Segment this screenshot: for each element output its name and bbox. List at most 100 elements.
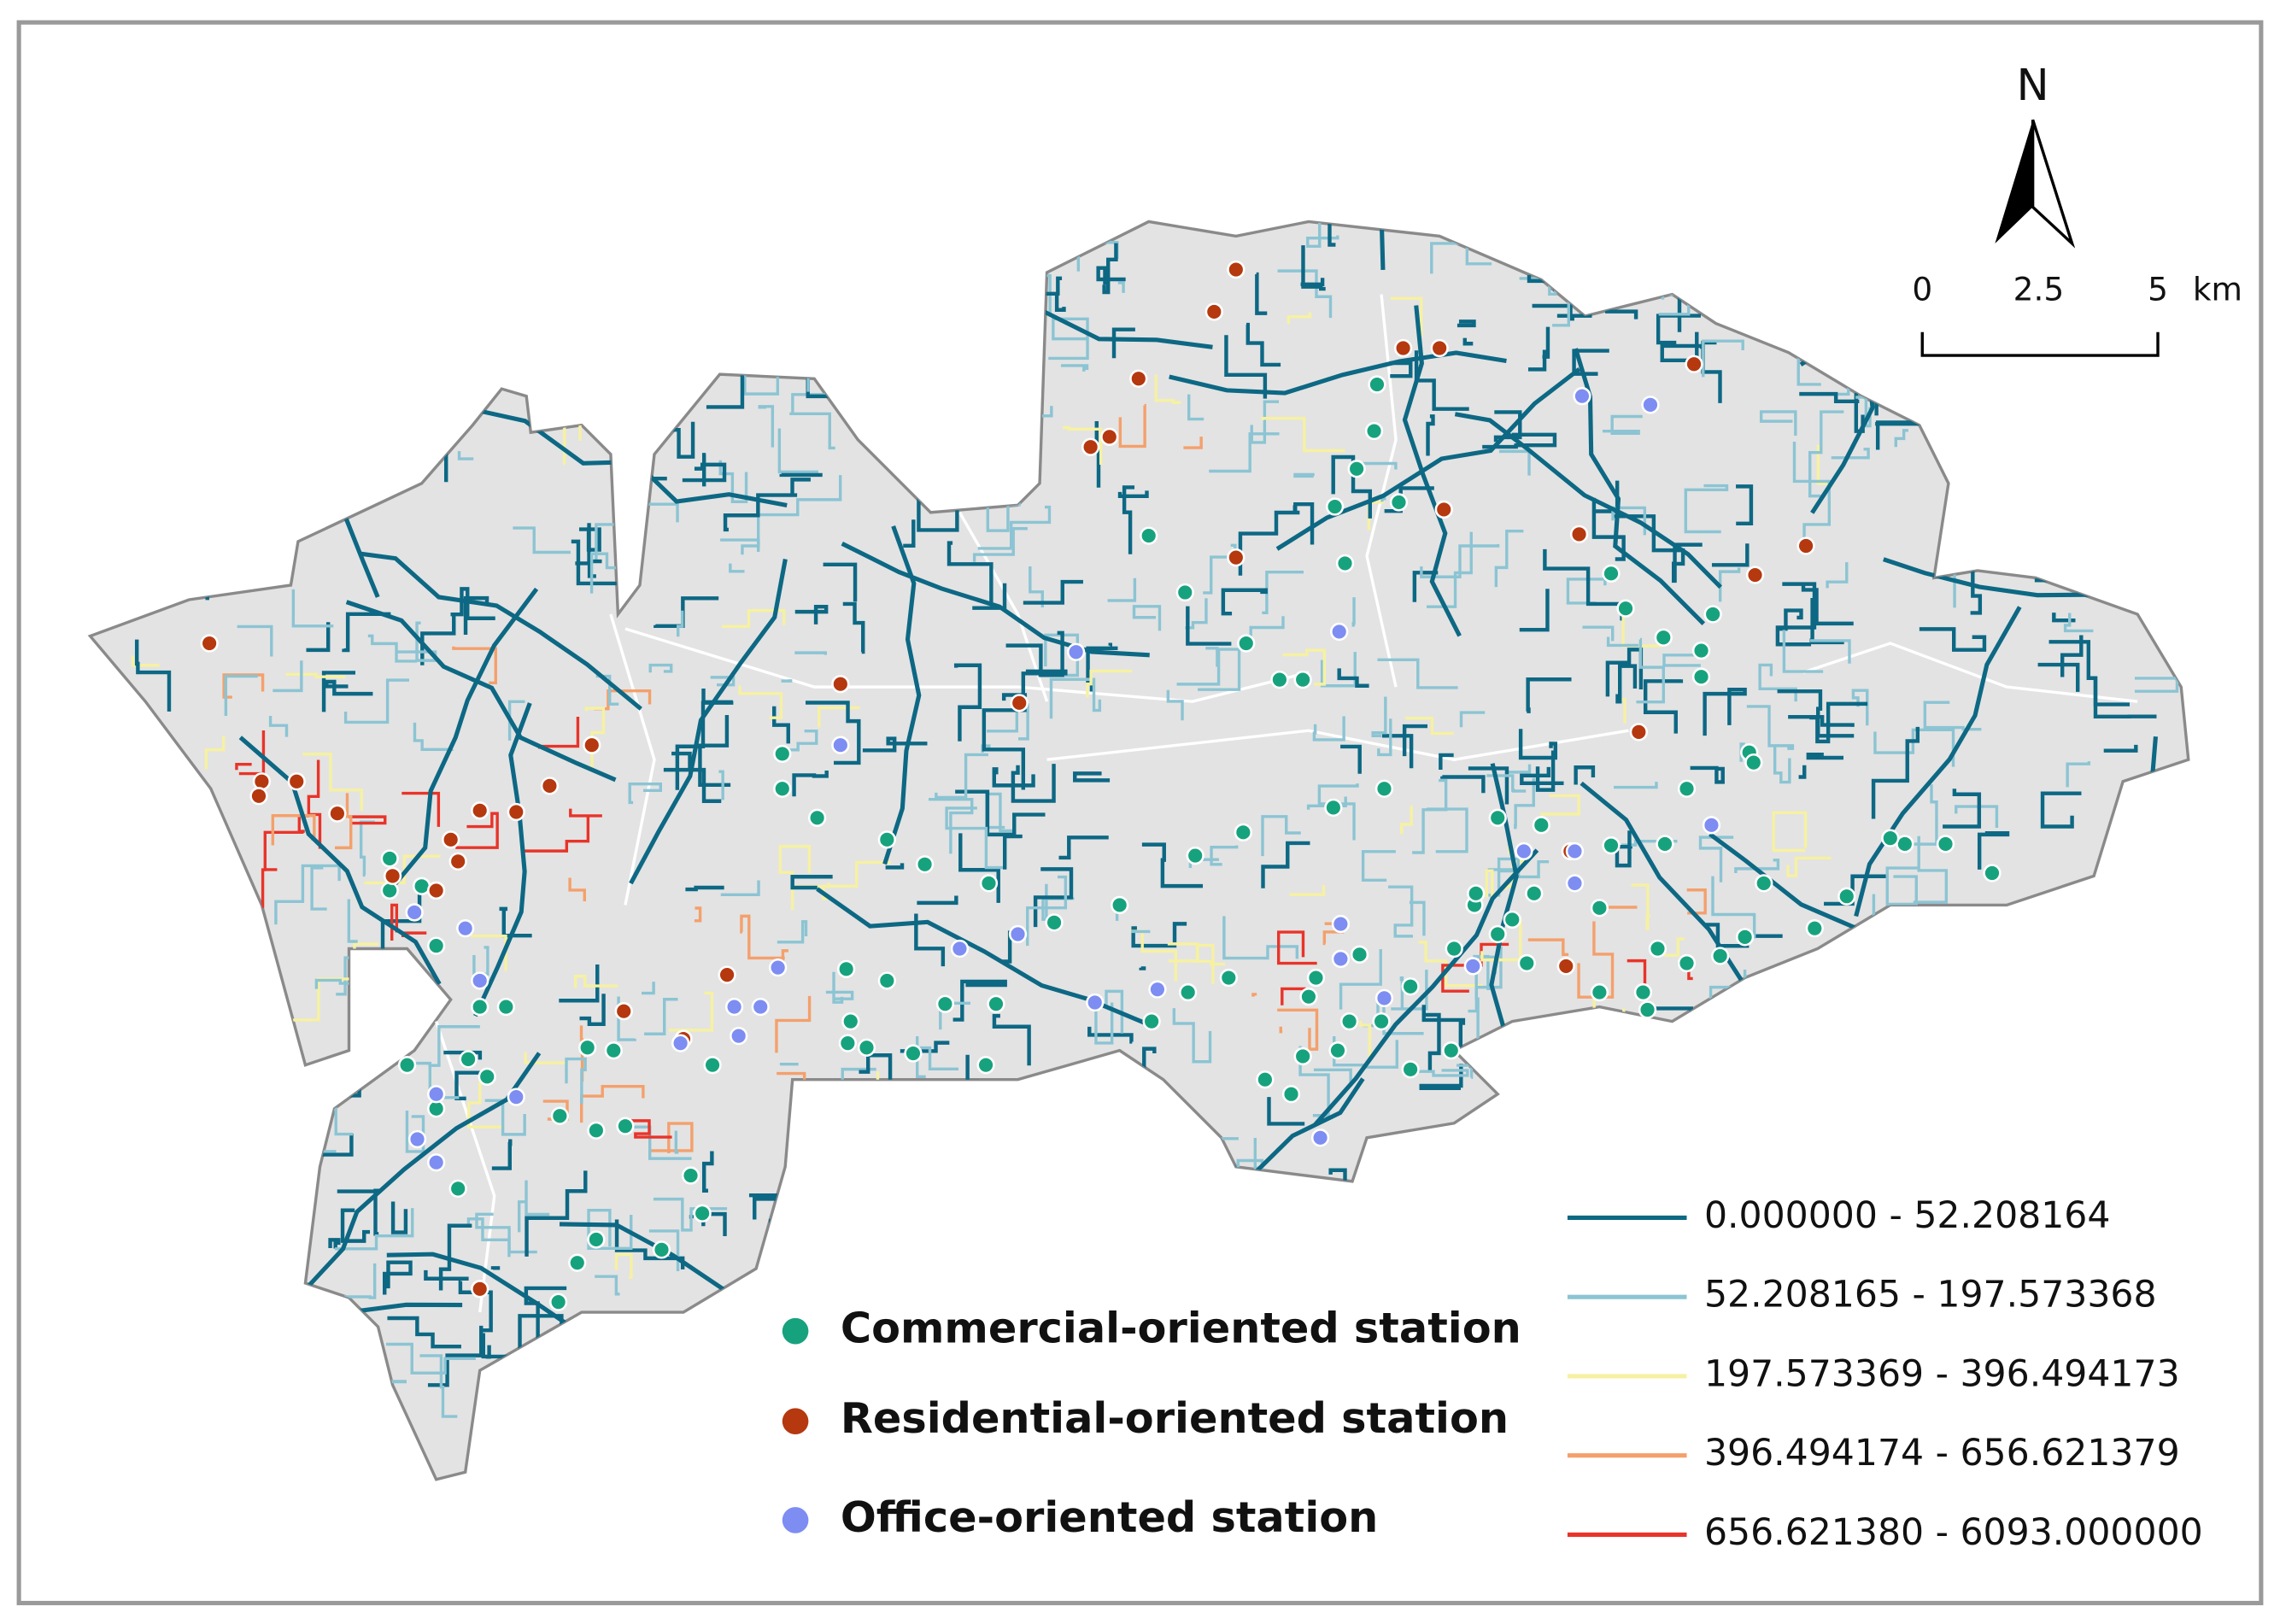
legend-label: 197.573369 - 396.494173 bbox=[1704, 1353, 2180, 1395]
scale-bar bbox=[1920, 331, 2160, 357]
road bbox=[325, 679, 373, 696]
road bbox=[1176, 648, 1241, 691]
road bbox=[1402, 724, 1428, 757]
road bbox=[565, 1057, 587, 1104]
road bbox=[1166, 689, 1184, 721]
road bbox=[1021, 669, 1068, 704]
road bbox=[1440, 775, 1486, 794]
road bbox=[525, 1170, 588, 1257]
station bbox=[1685, 355, 1703, 373]
road bbox=[1591, 497, 1626, 561]
road bbox=[2040, 791, 2082, 829]
road bbox=[792, 770, 829, 797]
road bbox=[1058, 835, 1109, 860]
station bbox=[1467, 884, 1486, 903]
road bbox=[1782, 630, 1824, 673]
station bbox=[1129, 369, 1148, 388]
station bbox=[837, 959, 856, 978]
road bbox=[677, 610, 684, 637]
station bbox=[1602, 564, 1621, 583]
road bbox=[1399, 976, 1404, 1011]
station bbox=[1219, 968, 1238, 988]
road bbox=[1261, 841, 1310, 888]
road bbox=[1831, 448, 1870, 460]
station bbox=[1299, 988, 1318, 1006]
station bbox=[1010, 694, 1029, 712]
road bbox=[1702, 339, 1744, 378]
road bbox=[1054, 295, 1066, 312]
station bbox=[1100, 427, 1119, 446]
road bbox=[1799, 391, 1860, 404]
legend-label: Office-oriented station bbox=[841, 1492, 1378, 1542]
road bbox=[1317, 783, 1359, 841]
road bbox=[862, 736, 928, 753]
road bbox=[1615, 664, 1638, 704]
arterial-road bbox=[383, 587, 539, 898]
station bbox=[718, 965, 736, 984]
road bbox=[641, 982, 655, 995]
station bbox=[1654, 628, 1673, 647]
station bbox=[507, 1088, 525, 1106]
station bbox=[1350, 945, 1369, 964]
road bbox=[955, 789, 1046, 837]
road bbox=[1131, 922, 1187, 948]
road bbox=[1203, 543, 1237, 595]
road bbox=[387, 1316, 461, 1349]
road bbox=[383, 1260, 413, 1295]
road bbox=[2103, 744, 2138, 753]
road bbox=[650, 1122, 694, 1153]
station bbox=[507, 802, 525, 822]
road bbox=[467, 1082, 505, 1129]
road bbox=[1457, 320, 1476, 328]
station bbox=[1616, 599, 1635, 618]
road bbox=[131, 655, 160, 667]
road bbox=[718, 770, 724, 800]
arterial-road bbox=[1402, 305, 1462, 637]
station bbox=[751, 997, 770, 1017]
road bbox=[1480, 918, 1522, 962]
station bbox=[1677, 953, 1697, 973]
road bbox=[1167, 942, 1226, 966]
road bbox=[443, 1050, 483, 1060]
road bbox=[1566, 577, 1607, 605]
station bbox=[1140, 526, 1158, 545]
road bbox=[1535, 750, 1556, 792]
station bbox=[448, 1179, 467, 1199]
road bbox=[525, 1180, 550, 1217]
arterial-road bbox=[473, 702, 532, 1017]
station bbox=[1008, 924, 1028, 944]
station bbox=[540, 777, 560, 795]
road bbox=[1186, 606, 1232, 646]
road bbox=[1412, 571, 1439, 602]
road bbox=[335, 793, 353, 850]
station bbox=[807, 808, 827, 827]
road bbox=[1210, 845, 1239, 866]
station bbox=[1565, 874, 1585, 893]
district-boundary bbox=[624, 627, 1310, 703]
road bbox=[367, 634, 418, 663]
road bbox=[982, 708, 1027, 790]
station bbox=[935, 994, 955, 1013]
legend-label: 0.000000 - 52.208164 bbox=[1704, 1195, 2111, 1237]
road bbox=[1955, 805, 1999, 829]
station bbox=[1702, 816, 1721, 835]
road bbox=[1293, 472, 1315, 478]
station bbox=[427, 881, 446, 900]
station bbox=[587, 1121, 606, 1140]
station bbox=[831, 675, 850, 694]
road bbox=[1281, 987, 1306, 1005]
road bbox=[1224, 335, 1268, 399]
station bbox=[1656, 835, 1674, 853]
road bbox=[1122, 485, 1135, 554]
road bbox=[832, 971, 844, 1004]
road bbox=[347, 899, 358, 943]
station bbox=[616, 1117, 635, 1135]
road bbox=[1621, 698, 1626, 724]
station bbox=[1306, 968, 1326, 988]
road bbox=[457, 451, 474, 460]
road bbox=[390, 903, 399, 941]
road bbox=[1404, 717, 1454, 736]
legend-label: 656.621380 - 6093.000000 bbox=[1704, 1512, 2203, 1554]
station bbox=[1517, 953, 1536, 973]
